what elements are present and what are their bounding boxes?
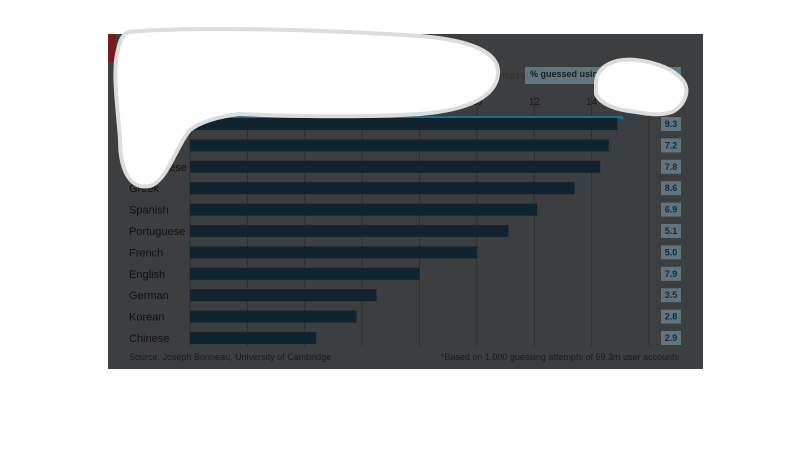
global-value-box — [661, 245, 681, 260]
global-value-label: 7.2 — [665, 140, 678, 150]
chart-subtitle: % of Yahoo! users' passwords guessed* us… — [129, 69, 527, 82]
global-dictionary-legend: % guessed using global dictionary — [525, 67, 681, 84]
bar — [190, 289, 377, 302]
category-label: Greek — [129, 183, 159, 195]
bar — [190, 267, 420, 280]
global-value-label: 9.3 — [665, 119, 678, 129]
category-label: English — [129, 269, 165, 281]
global-value-box — [661, 309, 681, 324]
category-label: German — [129, 290, 169, 302]
x-tick-label: 14 — [586, 97, 598, 108]
x-tick-label: 10 — [471, 97, 483, 108]
bar — [190, 332, 317, 344]
legend-label: % guessed using global dictionary — [530, 69, 679, 79]
bar-chart: 0 2 4 6 8 10 12 14 16 Indonesian 9.3 Italian 7.2 Viet… — [129, 95, 681, 346]
bar — [190, 182, 575, 195]
global-value-box — [661, 159, 681, 174]
category-label: Chinese — [129, 333, 169, 345]
brand-tab — [108, 34, 116, 62]
x-tick-label: 2 — [245, 97, 251, 108]
global-value-box — [661, 331, 681, 345]
category-label: Italian — [129, 140, 158, 152]
source-note: Source: Joseph Bonneau, University of Ca… — [129, 352, 332, 362]
global-value-label: 2.8 — [665, 312, 678, 322]
x-tick-label: 4 — [302, 97, 308, 108]
x-tick-label: 8 — [417, 97, 423, 108]
bar — [190, 246, 477, 259]
x-tick-label: 6 — [359, 97, 365, 108]
global-value-label: 7.9 — [665, 269, 678, 279]
global-value-box — [661, 202, 681, 217]
bar — [190, 203, 538, 216]
category-label: Vietnamese — [129, 162, 187, 174]
global-value-box — [661, 138, 681, 153]
bar — [190, 225, 509, 237]
chart-title: Codebreakers — [129, 48, 223, 64]
global-value-label: 3.5 — [665, 290, 678, 300]
global-value-label: 6.9 — [665, 205, 678, 215]
global-value-box — [661, 288, 681, 303]
x-tick-label: 0 — [187, 97, 193, 108]
x-tick-label: 16 — [643, 97, 655, 108]
x-tick-label: 12 — [529, 97, 541, 108]
bar — [190, 160, 601, 173]
bar — [190, 139, 609, 152]
global-value-box — [661, 117, 681, 131]
global-value-box — [661, 181, 681, 196]
category-label: Indonesian — [129, 119, 183, 131]
global-value-box — [661, 224, 681, 238]
global-value-label: 7.8 — [665, 162, 678, 172]
category-label: French — [129, 247, 163, 259]
category-label: Spanish — [129, 205, 169, 217]
global-value-label: 2.9 — [665, 333, 678, 343]
global-value-label: 5.0 — [665, 247, 678, 257]
global-value-label: 8.6 — [665, 183, 678, 193]
bar — [190, 310, 357, 323]
bar — [190, 118, 618, 130]
chart-panel: 0 2 4 6 8 10 12 14 16 Indonesian 9.3 Italian 7.2 Viet… — [108, 34, 703, 369]
category-label: Korean — [129, 312, 164, 324]
category-label: Portuguese — [129, 226, 185, 238]
footnote: *Based on 1,000 guessing attempts of 69.… — [440, 352, 679, 362]
global-value-label: 5.1 — [665, 226, 678, 236]
global-value-box — [661, 266, 681, 281]
